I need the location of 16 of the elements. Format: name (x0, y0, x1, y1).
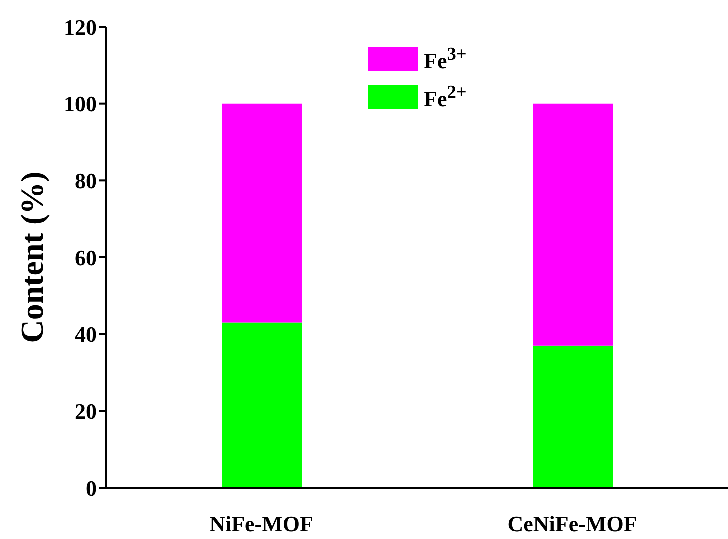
y-axis-title: Content (%) (14, 172, 50, 344)
x-tick-label: CeNiFe-MOF (508, 512, 638, 537)
y-tick-label: 40 (75, 322, 97, 348)
bar (533, 104, 613, 346)
bar (222, 322, 302, 488)
legend-label: Fe$^{3+}$ (424, 44, 467, 74)
y-tick-label: 0 (86, 476, 97, 501)
bar (533, 346, 613, 488)
legend-label: Fe$^{2+}$ (424, 82, 467, 113)
y-tick-label: 80 (75, 168, 97, 194)
x-tick-label: NiFe-MOF (210, 512, 314, 537)
y-tick-label: 20 (75, 398, 97, 424)
bar (222, 104, 302, 323)
y-tick-label: 120 (64, 14, 97, 40)
y-tick-label: 60 (75, 245, 97, 270)
y-tick-label: 100 (64, 92, 97, 117)
